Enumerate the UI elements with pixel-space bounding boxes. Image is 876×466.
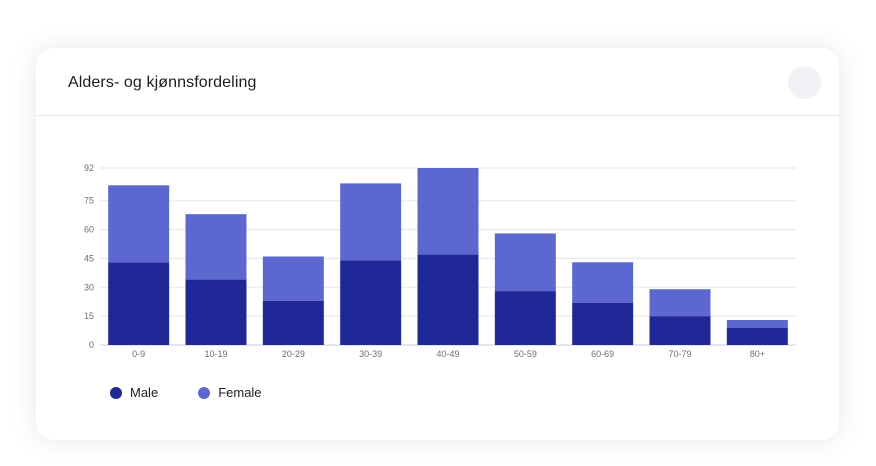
bar-female-70-79: [649, 289, 711, 317]
x-tick-label-80+: 80+: [750, 349, 765, 359]
legend-swatch-male: [110, 386, 122, 399]
legend-swatch-female: [198, 386, 211, 399]
y-tick-label-45: 45: [84, 253, 94, 263]
x-tick-label-40-49: 40-49: [436, 349, 459, 359]
y-tick-label-75: 75: [84, 196, 94, 206]
bar-female-30-39: [340, 183, 402, 261]
bar-male-50-59: [494, 291, 556, 345]
bar-male-60-69: [572, 302, 634, 345]
y-tick-label-30: 30: [84, 282, 94, 292]
bar-female-10-19: [185, 214, 247, 280]
bar-male-30-39: [340, 260, 402, 345]
card-header: Alders- og kjønnsfordeling: [36, 48, 839, 116]
y-tick-label-60: 60: [84, 225, 94, 235]
bar-male-0-9: [108, 262, 170, 345]
x-tick-label-70-79: 70-79: [668, 349, 691, 359]
card-title: Alders- og kjønnsfordeling: [68, 74, 257, 91]
y-tick-label-92: 92: [84, 163, 94, 173]
bar-male-20-29: [262, 300, 324, 345]
x-tick-label-20-29: 20-29: [282, 349, 305, 359]
legend-item-male[interactable]: Male: [110, 385, 158, 400]
legend-item-female[interactable]: Female: [198, 385, 262, 400]
legend-label-male: Male: [130, 385, 159, 400]
x-tick-label-30-39: 30-39: [359, 349, 382, 359]
bar-female-60-69: [572, 262, 634, 303]
x-tick-label-60-69: 60-69: [591, 349, 614, 359]
bar-female-50-59: [494, 233, 556, 292]
bar-male-40-49: [417, 254, 479, 345]
bar-female-40-49: [417, 168, 479, 255]
chart-legend: Male Female: [110, 385, 302, 400]
bar-female-0-9: [108, 185, 170, 263]
bar-female-80+: [726, 319, 788, 328]
y-tick-label-0: 0: [89, 340, 94, 350]
bar-male-70-79: [649, 316, 711, 345]
y-tick-label-15: 15: [84, 311, 94, 321]
bar-male-80+: [726, 327, 788, 345]
bar-female-20-29: [262, 256, 324, 301]
legend-label-female: Female: [218, 385, 262, 400]
x-tick-label-0-9: 0-9: [132, 349, 145, 359]
x-tick-label-50-59: 50-59: [514, 349, 537, 359]
bar-male-10-19: [185, 279, 247, 345]
card-menu-button[interactable]: [788, 66, 821, 99]
x-tick-label-10-19: 10-19: [204, 349, 227, 359]
